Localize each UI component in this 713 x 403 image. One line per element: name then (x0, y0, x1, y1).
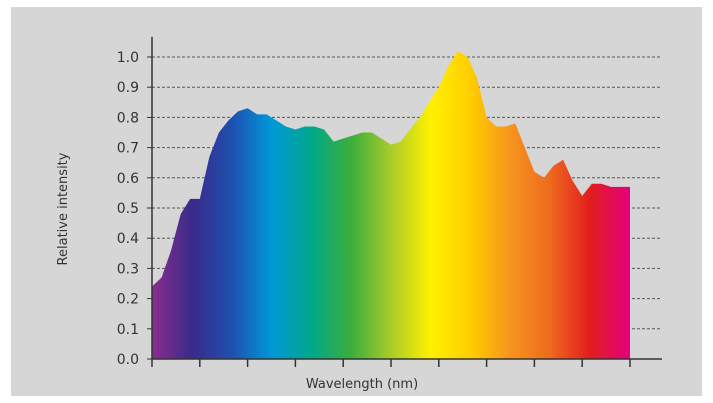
y-tick-label: 0.6 (117, 171, 139, 187)
y-tick-label: 0.4 (117, 231, 139, 247)
spectrum-area (152, 51, 630, 359)
y-tick-label: 0.7 (117, 141, 139, 157)
spectrum-chart: 0.0 0.1 0.2 0.3 0.4 0.5 0.6 0.7 0.8 0.9 1.0 Wavele… (56, 37, 662, 392)
y-tick-label: 1.0 (117, 50, 139, 66)
y-tick-label: 0.3 (117, 261, 139, 277)
y-axis-title: Relative intensity (56, 152, 71, 265)
y-tick-label: 0.5 (117, 201, 139, 217)
x-axis-title: Wavelength (nm) (306, 377, 418, 392)
y-tick-label: 0.2 (117, 292, 139, 308)
y-tick-label: 0.8 (117, 110, 139, 126)
y-tick-label: 0.0 (117, 352, 139, 368)
chart-panel: 0.0 0.1 0.2 0.3 0.4 0.5 0.6 0.7 0.8 0.9 1.0 Wavele… (11, 7, 702, 396)
y-tick-label: 0.9 (117, 80, 139, 96)
y-tick-label: 0.1 (117, 322, 139, 338)
